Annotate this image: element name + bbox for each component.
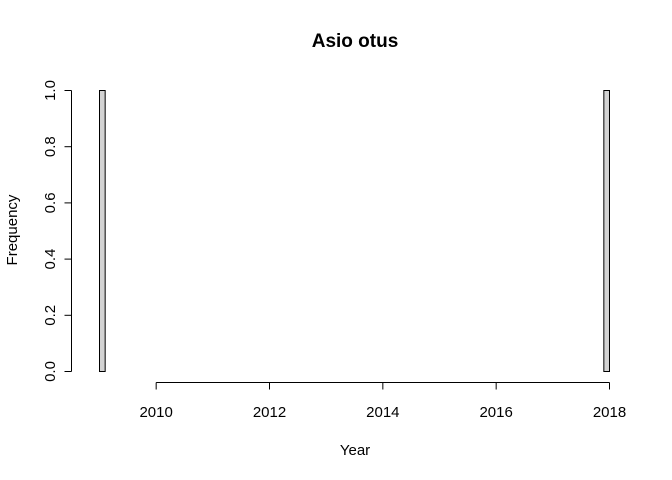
y-tick-label: 0.8 <box>42 136 59 157</box>
y-tick-label: 0.2 <box>42 305 59 326</box>
x-tick-label: 2014 <box>366 404 399 421</box>
y-tick-label: 0.4 <box>42 249 59 270</box>
x-tick-label: 2016 <box>479 404 512 421</box>
y-axis-label: Frequency <box>4 194 21 265</box>
histogram-bar <box>603 90 610 372</box>
y-tick-label: 0.6 <box>42 192 59 213</box>
x-tick-label: 2012 <box>253 404 286 421</box>
y-axis: 0.0 0.2 0.4 0.6 0.8 1.0 <box>42 80 72 382</box>
x-axis-label: Year <box>340 442 370 459</box>
x-axis: 2010 2012 2014 2016 2018 <box>139 382 626 421</box>
y-tick-label: 0.0 <box>42 361 59 382</box>
x-tick-label: 2010 <box>139 404 172 421</box>
bars-group <box>99 90 610 372</box>
x-tick-label: 2018 <box>593 404 626 421</box>
histogram-bar <box>99 90 106 372</box>
chart-title: Asio otus <box>312 31 399 52</box>
y-tick-label: 1.0 <box>42 80 59 101</box>
